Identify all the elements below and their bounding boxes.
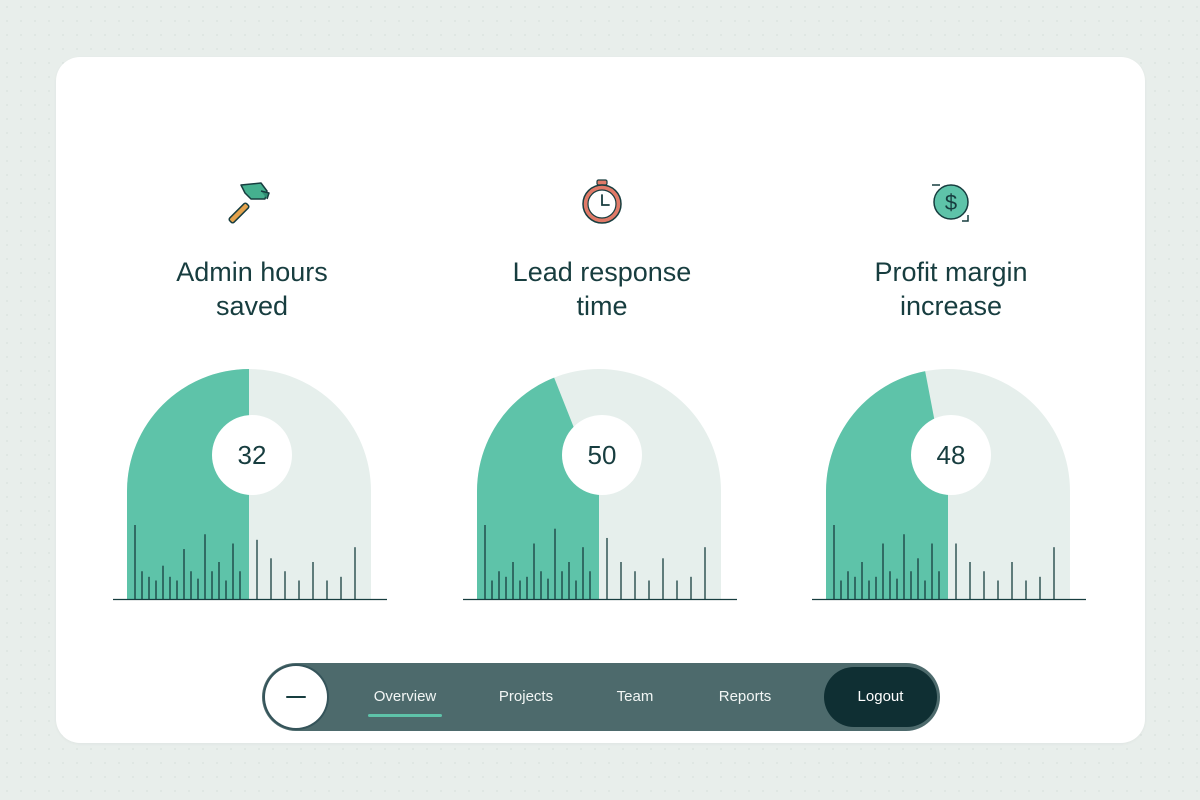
logout-label: Logout: [857, 688, 904, 705]
nav-item-projects[interactable]: Projects: [482, 663, 570, 731]
metric-title-line1: Profit margin: [874, 257, 1028, 287]
gauge-fill: [826, 369, 948, 599]
gauge: 50: [452, 357, 752, 617]
gauge-value-badge: [562, 415, 642, 495]
metric-title: Admin hours saved: [102, 255, 402, 323]
hammer-icon: [227, 177, 277, 227]
gauge-value-badge: [212, 415, 292, 495]
metric-title: Lead response time: [452, 255, 752, 323]
nav-item-overview[interactable]: Overview: [360, 663, 450, 731]
metric-title-line2: saved: [215, 291, 289, 321]
bottom-nav: Overview Projects Team Reports Logout: [262, 663, 940, 731]
logout-button[interactable]: Logout: [824, 667, 937, 727]
nav-item-label: Projects: [498, 688, 554, 705]
metric-title-line2: time: [576, 291, 628, 321]
metric-title-line1: Lead response: [512, 257, 692, 287]
dashboard-card: Admin hours saved 32 Lead response time …: [56, 57, 1145, 743]
gauge-value: 50: [588, 440, 617, 470]
nav-item-label: Team: [616, 688, 654, 705]
menu-toggle-button[interactable]: [265, 666, 327, 728]
gauge-value: 48: [937, 440, 966, 470]
minus-icon: [286, 696, 306, 698]
active-indicator: [368, 714, 442, 717]
nav-item-label: Overview: [373, 688, 437, 705]
metric-admin-hours: Admin hours saved 32: [102, 57, 402, 677]
timer-icon: [577, 177, 627, 227]
svg-text:$: $: [945, 190, 957, 215]
nav-item-reports[interactable]: Reports: [702, 663, 788, 731]
gauge: 32: [102, 357, 402, 617]
gauge-fill: [477, 369, 599, 599]
metric-title-line1: Admin hours: [176, 257, 328, 287]
gauge-fill: [127, 369, 249, 599]
gauge-value-badge: [911, 415, 991, 495]
dollar-icon: $: [926, 177, 976, 227]
metric-title-line2: increase: [899, 291, 1003, 321]
gauge-value: 32: [238, 440, 267, 470]
metric-profit-margin: $ Profit margin increase 48: [801, 57, 1101, 677]
gauge: 48: [801, 357, 1101, 617]
nav-item-label: Reports: [718, 688, 772, 705]
metric-lead-response: Lead response time 50: [452, 57, 752, 677]
nav-item-team[interactable]: Team: [600, 663, 670, 731]
metric-title: Profit margin increase: [801, 255, 1101, 323]
